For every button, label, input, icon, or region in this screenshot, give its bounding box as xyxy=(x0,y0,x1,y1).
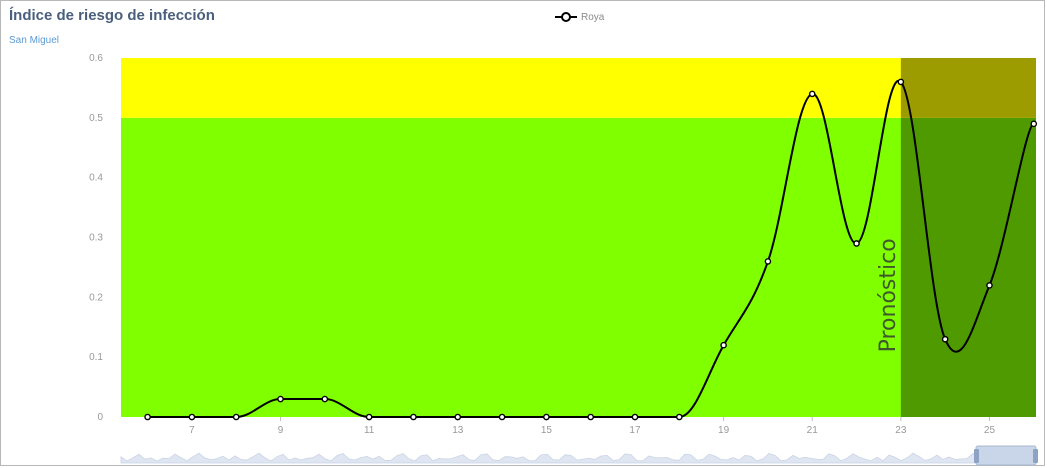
y-tick-label: 0.5 xyxy=(89,113,103,124)
y-tick-label: 0 xyxy=(97,412,103,423)
y-tick-label: 0.2 xyxy=(89,292,103,303)
x-tick-label: 9 xyxy=(278,425,284,436)
data-point xyxy=(454,413,462,421)
navigator-grip-left[interactable] xyxy=(974,449,979,463)
data-point xyxy=(631,413,639,421)
band-high-risk xyxy=(121,58,1036,118)
forecast-region-high xyxy=(900,58,1036,118)
y-tick-label: 0.6 xyxy=(89,53,103,64)
band-low-risk xyxy=(121,117,1036,417)
forecast-region-low xyxy=(900,117,1036,417)
data-point xyxy=(498,413,506,421)
x-tick-label: 23 xyxy=(895,425,907,436)
forecast-label: Pronóstico xyxy=(876,238,901,352)
data-point xyxy=(676,413,683,421)
y-tick-label: 0.4 xyxy=(89,173,103,184)
chart-subtitle: San Miguel xyxy=(9,35,60,46)
legend-label: Roya xyxy=(581,11,605,23)
x-tick-label: 13 xyxy=(452,425,464,436)
data-point xyxy=(365,413,373,421)
data-point xyxy=(897,78,905,86)
data-point xyxy=(853,240,860,247)
data-point xyxy=(941,335,949,343)
data-point xyxy=(321,395,329,403)
data-point xyxy=(808,90,816,98)
x-tick-label: 11 xyxy=(364,425,375,436)
data-point xyxy=(764,258,772,265)
data-point xyxy=(232,413,240,421)
data-point xyxy=(543,413,550,421)
x-tick-label: 17 xyxy=(629,425,641,436)
x-tick-label: 15 xyxy=(541,425,553,436)
y-tick-label: 0.1 xyxy=(89,352,103,363)
navigator-handle[interactable] xyxy=(975,445,1037,466)
x-tick-label: 19 xyxy=(718,425,730,436)
data-point xyxy=(986,282,993,289)
data-point xyxy=(410,413,417,421)
chart-title: Índice de riesgo de infección xyxy=(9,7,215,24)
legend-line-icon xyxy=(555,12,577,22)
data-point xyxy=(720,341,727,349)
navigator-series xyxy=(120,452,1037,464)
legend-item-roya[interactable]: Roya xyxy=(555,11,604,23)
y-tick-label: 0.3 xyxy=(89,233,103,244)
data-point xyxy=(277,395,284,403)
data-point xyxy=(188,413,196,421)
x-tick-label: 7 xyxy=(189,425,195,436)
x-tick-label: 25 xyxy=(984,425,996,436)
x-tick-label: 21 xyxy=(807,425,819,436)
data-point xyxy=(1030,120,1038,128)
data-point xyxy=(587,413,594,421)
data-point xyxy=(144,413,151,421)
navigator-grip-right[interactable] xyxy=(1033,449,1038,463)
